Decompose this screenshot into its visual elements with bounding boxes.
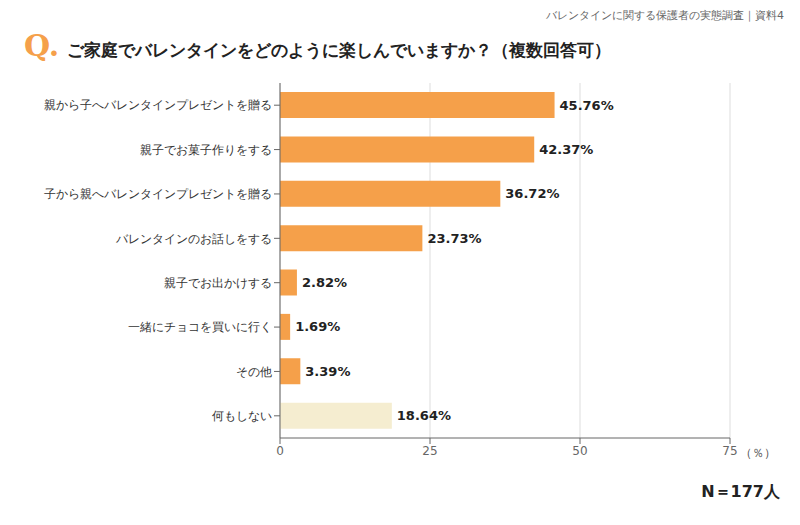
svg-text:その他: その他 [236,365,272,379]
svg-text:一緒にチョコを買いに行く: 一緒にチョコを買いに行く [128,320,272,334]
svg-text:18.64%: 18.64% [397,408,451,423]
svg-text:2.82%: 2.82% [302,275,347,290]
html-text:バレンタインに関する保護者の実態調査｜資料4: バレンタインに関する保護者の実態調査｜資料4 [546,9,784,22]
html-text:N＝177人: N＝177人 [701,482,780,501]
svg-text:（％）: （％） [740,446,776,460]
svg-text:23.73%: 23.73% [427,231,481,246]
svg-text:50: 50 [572,444,587,458]
svg-text:42.37%: 42.37% [539,142,593,157]
svg-text:何もしない: 何もしない [212,409,272,423]
svg-text:75: 75 [722,444,737,458]
svg-text:25: 25 [422,444,437,458]
svg-text:3.39%: 3.39% [305,364,350,379]
svg-text:バレンタインのお話しをする: バレンタインのお話しをする [115,232,272,246]
svg-text:45.76%: 45.76% [560,98,614,113]
svg-text:親から子へバレンタインプレゼントを贈る: 親から子へバレンタインプレゼントを贈る [44,98,272,112]
svg-text:親子でお菓子作りをする: 親子でお菓子作りをする [140,143,272,157]
svg-text:親子でお出かけする: 親子でお出かけする [164,276,272,290]
svg-text:1.69%: 1.69% [295,319,340,334]
svg-text:36.72%: 36.72% [505,186,559,201]
svg-text:0: 0 [276,444,284,458]
svg-text:子から親へバレンタインプレゼントを贈る: 子から親へバレンタインプレゼントを贈る [44,187,272,201]
html-text:Q. ご家庭でバレンタインをどのように楽しんでいますか？（複: Q. ご家庭でバレンタインをどのように楽しんでいますか？（複数回答可） [24,28,612,63]
